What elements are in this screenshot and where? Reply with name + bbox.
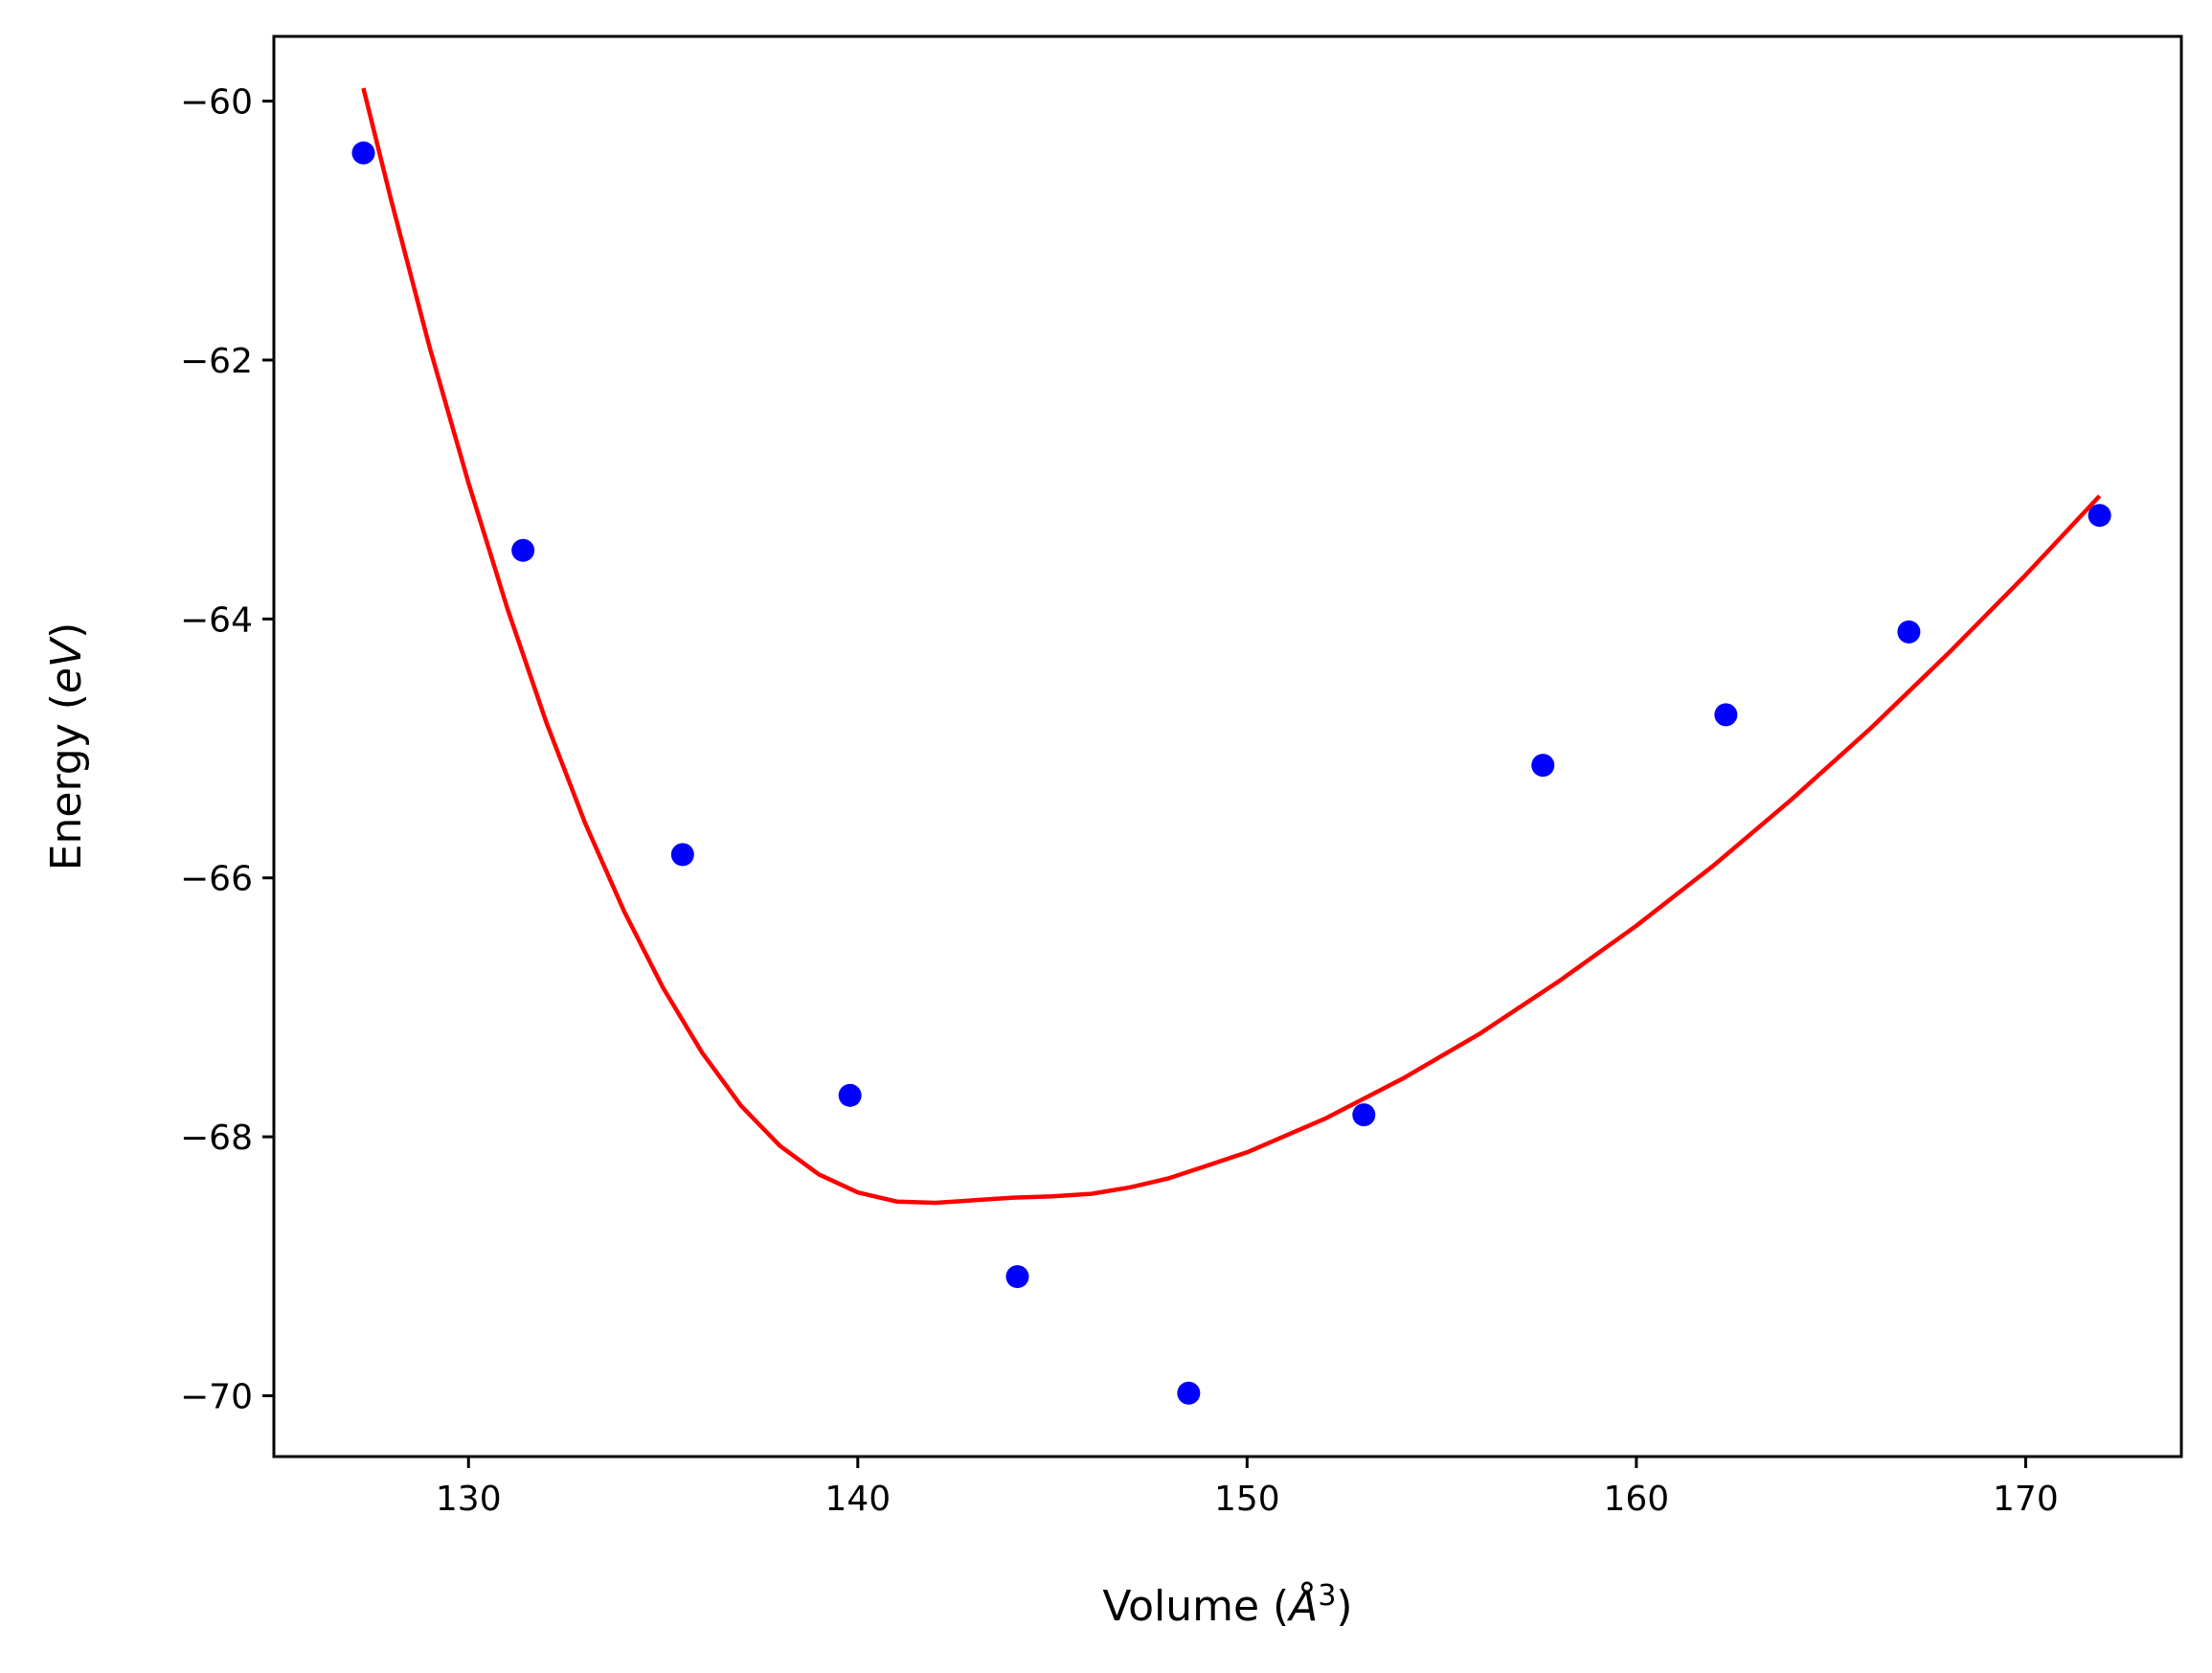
x-tick-label: 140 bbox=[824, 1480, 891, 1519]
x-axis-label-exponent: 3 bbox=[1318, 1579, 1336, 1613]
y-axis-label-close: ) bbox=[42, 622, 91, 639]
y-axis-label-unit: eV bbox=[42, 636, 91, 693]
data-point bbox=[838, 1083, 862, 1107]
fit-curve bbox=[361, 87, 2102, 1206]
data-point bbox=[1352, 1103, 1376, 1127]
x-tick-label: 160 bbox=[1603, 1480, 1669, 1519]
y-axis-label: Energy (eV) bbox=[42, 622, 91, 871]
data-point bbox=[1177, 1381, 1201, 1405]
x-axis-label-close: ) bbox=[1336, 1582, 1352, 1631]
x-axis-label-unit: Å bbox=[1286, 1580, 1318, 1631]
data-point bbox=[670, 843, 694, 867]
axis-ticks: 130 140 150 160 170 −60 −62 −64 −66 −68 −70 bbox=[180, 83, 2059, 1519]
x-axis-label-main: Volume ( bbox=[1102, 1582, 1289, 1631]
data-point bbox=[1714, 703, 1738, 727]
y-tick-label: −66 bbox=[180, 860, 253, 899]
x-tick-label: 130 bbox=[436, 1480, 502, 1519]
data-point bbox=[351, 141, 375, 165]
x-tick-label: 150 bbox=[1214, 1480, 1280, 1519]
data-point bbox=[1531, 754, 1555, 778]
y-tick-label: −64 bbox=[180, 600, 253, 640]
data-point bbox=[1897, 620, 1921, 644]
data-point bbox=[2088, 504, 2111, 528]
data-point bbox=[511, 538, 535, 562]
y-tick-label: −70 bbox=[180, 1377, 253, 1416]
axes-frame bbox=[272, 34, 2183, 1458]
plot-area bbox=[351, 87, 2111, 1405]
data-point bbox=[1005, 1265, 1029, 1289]
y-tick-label: −62 bbox=[180, 342, 253, 381]
y-axis-label-main: Energy ( bbox=[42, 693, 91, 870]
y-tick-label: −60 bbox=[180, 83, 253, 123]
x-tick-label: 170 bbox=[1993, 1480, 2059, 1519]
x-axis-label: Volume (Å3) bbox=[1102, 1579, 1352, 1631]
y-tick-label: −68 bbox=[180, 1119, 253, 1158]
